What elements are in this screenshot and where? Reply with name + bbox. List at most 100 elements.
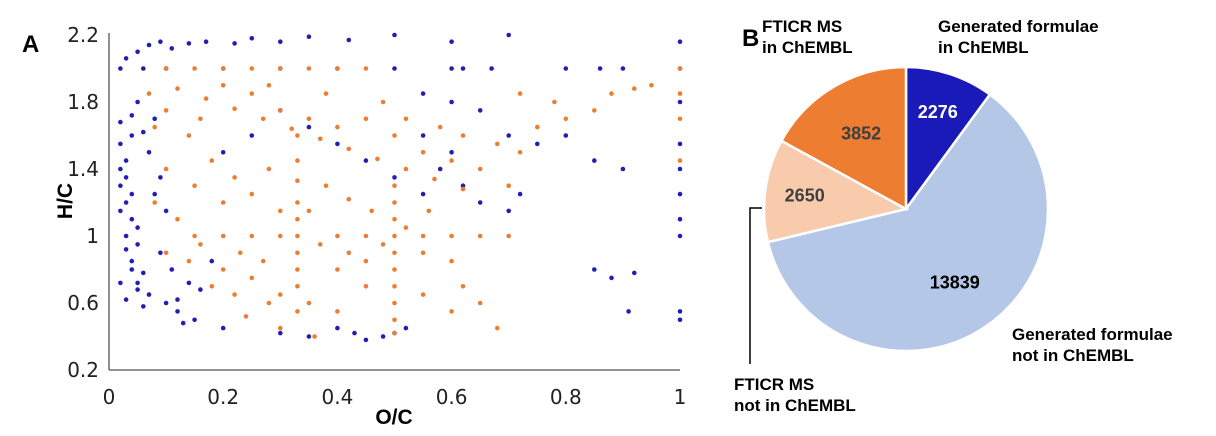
scatter-point-s0-113 [123,297,129,302]
pie-callout-3: FTICR MS in ChEMBL [762,17,853,57]
scatter-point-s1-101 [677,91,683,96]
scatter-point-s0-2 [118,183,123,188]
scatter-point-s1-15 [375,156,380,162]
scatter-point-s0-28 [158,39,163,44]
scatter-point-s0-72 [632,270,637,276]
scatter-point-s1-13 [318,136,323,142]
scatter-point-s1-62 [278,208,283,214]
scatter-point-s0-75 [677,317,683,323]
scatter-point-s1-54 [335,233,340,239]
scatter-point-s1-105 [198,242,203,247]
scatter-point-s1-36 [295,284,300,289]
scatter-point-s1-65 [209,158,215,163]
pie-value-labels: 2276 13839 2650 3852 [785,102,980,292]
scatter-points [118,32,683,343]
scatter-point-s1-95 [649,83,654,88]
scatter-point-s0-40 [677,39,683,44]
scatter-point-s1-83 [449,258,454,264]
scatter-point-s0-7 [129,258,135,264]
scatter-point-s1-21 [278,108,283,113]
scatter-point-s1-11 [260,116,266,122]
pie-slice-3 [779,65,908,212]
scatter-point-s0-24 [192,317,197,323]
scatter-point-s1-27 [449,158,454,163]
scatter-point-s0-78 [677,191,683,197]
scatter-point-s0-49 [460,66,466,71]
y-tick-label: 1 [86,224,99,248]
scatter-point-s0-31 [203,39,209,44]
scatter-point-s0-60 [563,133,569,138]
pie-callout-line: in ChEMBL [762,38,853,57]
scatter-point-s1-6 [335,66,340,71]
scatter-point-s1-2 [220,66,226,71]
scatter-point-s1-85 [477,300,483,306]
scatter-point-s1-23 [335,124,340,130]
panel-a-letter: A [22,31,39,58]
scatter-point-s0-92 [186,280,192,286]
pie-callout-line: in ChEMBL [938,38,1029,57]
scatter-point-s1-128 [278,325,283,331]
scatter-point-s1-116 [380,99,386,105]
scatter-point-s0-27 [146,42,152,48]
scatter-point-s1-59 [506,233,512,239]
scatter-point-s0-94 [209,258,215,264]
scatter-point-s0-21 [163,300,169,306]
x-tick-label: 0 [103,385,116,409]
scatter-point-s0-15 [146,150,152,155]
x-tick-label: 1 [674,385,687,409]
scatter-point-s1-24 [363,116,369,122]
scatter-point-s1-45 [392,317,397,323]
scatter-point-s0-86 [352,330,357,336]
scatter-point-s0-56 [449,99,454,105]
scatter-point-s1-113 [152,124,157,130]
pie-callout-line: FTICR MS [734,375,814,394]
scatter-point-s1-57 [449,233,454,239]
scatter-point-s1-97 [535,124,540,130]
scatter-point-s1-77 [243,314,249,319]
scatter-point-s1-92 [592,108,597,113]
scatter-point-s1-106 [175,216,180,222]
scatter-point-s1-93 [609,91,614,96]
scatter-point-s0-85 [403,325,409,331]
scatter-point-s1-107 [152,200,157,205]
scatter-point-s1-53 [278,233,283,239]
scatter-point-s1-35 [295,267,300,272]
scatter-point-s0-79 [677,166,683,172]
pie-slice-2 [762,139,910,244]
scatter-point-s0-111 [141,304,146,309]
pie-slice-1 [766,92,1050,353]
scatter-point-s1-94 [632,86,637,91]
scatter-point-s0-102 [420,191,426,197]
scatter-point-s1-110 [198,116,203,122]
scatter-point-s0-6 [135,242,140,247]
scatter-point-s1-125 [426,208,432,214]
scatter-point-s0-41 [118,66,123,71]
scatter-point-s1-87 [420,292,426,297]
y-tick-label: 2.2 [67,23,99,47]
scatter-point-s1-47 [392,216,397,222]
scatter-point-s0-96 [249,133,255,138]
callout-leader-line [749,207,762,364]
scatter-point-s0-53 [620,66,626,71]
scatter-point-s0-109 [129,267,135,272]
scatter-point-s0-9 [135,280,140,286]
scatter-point-s0-73 [626,309,631,314]
scatter-point-s0-110 [135,287,140,292]
x-tick-label: 0.6 [436,385,468,409]
scatter-point-s1-60 [220,200,226,205]
scatter-point-s0-66 [460,183,466,188]
scatter-point-s0-50 [489,66,494,71]
pie-callout-line: not in ChEMBL [1012,346,1134,365]
scatter-point-s1-12 [289,126,295,132]
scatter-point-s1-52 [192,233,197,239]
scatter-point-s0-77 [677,216,683,222]
scatter-point-s1-100 [677,66,683,71]
scatter-point-s0-58 [506,133,512,138]
scatter-point-s1-1 [192,66,197,71]
scatter-point-s1-91 [552,99,557,105]
scatter-point-s0-51 [563,66,569,71]
scatter-point-s0-59 [535,141,540,147]
scatter-point-s1-103 [677,158,683,163]
